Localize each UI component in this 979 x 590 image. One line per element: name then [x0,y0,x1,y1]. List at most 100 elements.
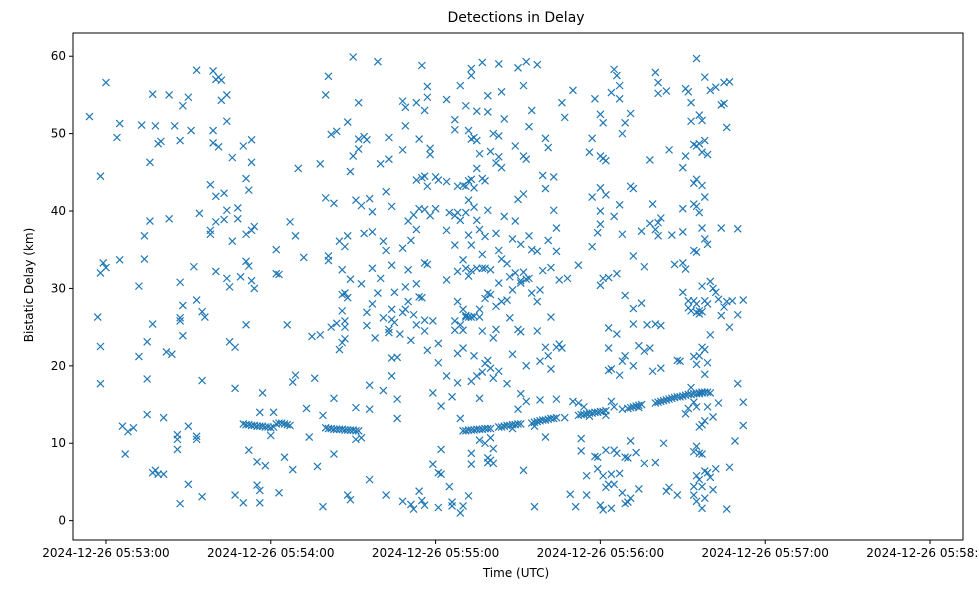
data-point [398,244,407,253]
data-point [291,371,300,380]
data-point [525,122,533,131]
data-point [349,53,358,61]
data-point [522,155,531,164]
data-point [360,229,369,238]
data-point [700,193,709,202]
data-point [626,494,635,503]
data-point [590,452,599,461]
data-point [739,296,748,304]
data-point [599,407,608,416]
data-point [698,224,706,232]
data-point [511,217,520,226]
data-point [728,296,737,305]
data-point [115,255,124,264]
data-point [428,389,437,397]
data-point [662,487,671,496]
data-point [703,240,712,249]
data-point [692,54,701,63]
data-point [678,204,687,213]
data-point [486,147,495,156]
data-point [615,469,624,478]
data-point [415,487,424,496]
data-point [640,262,649,271]
data-point [665,395,674,404]
data-point [590,94,599,103]
data-point [135,352,143,361]
data-point [687,117,695,126]
y-tick-label: 60 [51,49,66,63]
data-point [332,319,341,328]
data-point [341,242,349,251]
data-point [192,66,201,75]
data-point [700,416,709,425]
data-point [184,422,193,431]
x-tick-label: 2024-12-26 05:56:00 [537,546,664,560]
data-point [404,297,413,306]
data-point [604,344,613,352]
data-point [93,313,102,321]
data-point [135,282,143,291]
x-tick-label: 2024-12-26 05:55:00 [372,546,499,560]
data-point [698,388,706,397]
data-point [409,310,418,319]
data-point [368,264,377,273]
y-axis-label: Bistatic Delay (km) [22,228,36,343]
data-point [596,501,605,510]
data-point [516,276,525,285]
data-point [140,231,149,240]
data-point [242,320,250,329]
data-point [662,395,671,404]
data-point [459,305,467,314]
data-point [283,420,292,429]
data-point [379,237,388,246]
data-point [615,94,624,103]
data-point [459,502,467,510]
data-point [596,183,605,192]
data-point [665,145,674,154]
data-point [681,265,690,274]
data-point [612,71,621,80]
data-point [412,98,421,107]
data-point [121,450,130,459]
data-point [387,305,396,314]
data-point [184,93,193,102]
data-point [258,389,267,397]
data-point [698,482,706,491]
data-point [596,207,605,215]
data-point [678,163,687,172]
y-tick-label: 40 [51,204,66,218]
data-point [343,231,352,240]
data-point [503,296,511,304]
data-point [547,365,555,373]
data-point [96,379,105,388]
data-point [574,261,583,270]
data-point [228,153,237,162]
data-point [231,384,239,393]
data-point [176,136,185,145]
x-tick-label: 2024-12-26 05:57:00 [701,546,828,560]
data-point [209,126,218,135]
data-point [634,484,643,493]
data-point [706,330,715,339]
data-point [178,331,187,340]
data-point [541,416,550,424]
data-point [159,413,168,422]
data-point [695,111,704,119]
data-point [516,240,525,249]
data-point [96,342,105,351]
data-point [253,457,261,466]
data-point [338,306,347,315]
data-point [456,320,465,329]
data-point [541,343,550,352]
data-point [412,225,421,234]
data-point [494,132,503,140]
data-point [250,222,259,231]
data-point [621,118,630,127]
data-point [549,414,558,423]
data-point [327,323,336,332]
data-point [373,57,382,66]
data-point [692,497,701,506]
data-point [656,397,665,406]
data-point [472,107,481,116]
